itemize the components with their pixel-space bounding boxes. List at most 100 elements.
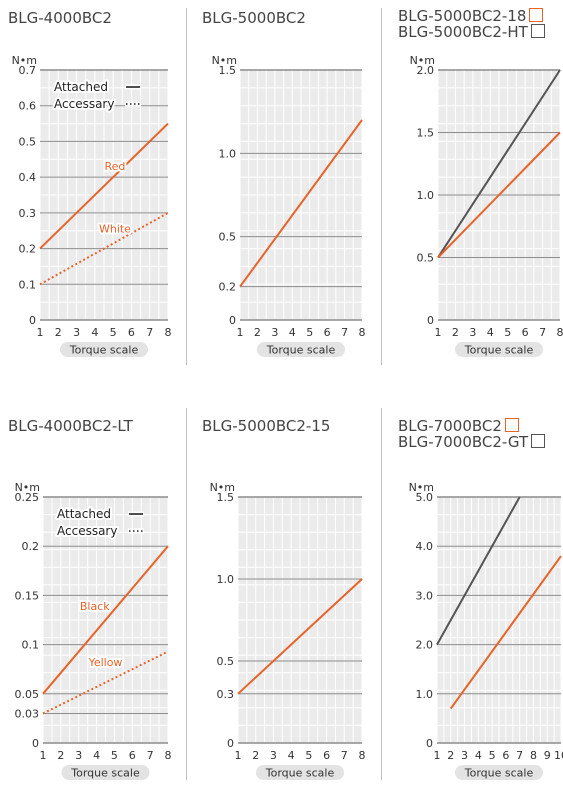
chart-title-text: BLG-7000BC2-GT: [398, 433, 529, 451]
y-tick-label: 0.4: [19, 171, 37, 184]
series-line: [42, 650, 169, 715]
y-tick-label: 0.05: [15, 688, 40, 701]
x-tick-label: 6: [129, 749, 136, 762]
y-axis-label: N•m: [212, 54, 237, 67]
x-tick-label: 1: [40, 749, 47, 762]
y-axis-label: N•m: [12, 54, 37, 67]
y-tick-label: 0.15: [15, 589, 40, 602]
y-axis-label: N•m: [409, 481, 434, 494]
legend-label: Attached: [54, 80, 108, 94]
y-tick-label: 2.0: [416, 639, 434, 652]
divider: [186, 8, 187, 365]
chart-title-line: BLG-5000BC2-HT: [398, 24, 545, 40]
y-tick-label: 0.5: [417, 252, 435, 265]
x-tick-label: 5: [306, 326, 313, 339]
series-line: [436, 496, 521, 646]
x-tick-label: 3: [461, 749, 468, 762]
divider: [186, 408, 187, 780]
x-tick-label: 2: [252, 749, 259, 762]
chart-title-text: BLG-7000BC2: [398, 417, 502, 435]
series-label-halo: Yellow: [88, 656, 123, 669]
x-tick-label: 2: [452, 326, 459, 339]
x-axis-label-pill: [61, 765, 150, 780]
chart-title: BLG-7000BC2 BLG-7000BC2-GT: [398, 418, 546, 451]
x-axis-label: Torque scale: [265, 767, 335, 780]
y-tick-label: 0.2: [219, 281, 237, 294]
x-tick-label: 7: [341, 326, 348, 339]
legend-box-icon: [531, 434, 546, 448]
y-tick-label: 5.0: [416, 491, 434, 504]
y-tick-label: 4.0: [416, 540, 434, 553]
legend-box-icon: [530, 24, 545, 38]
x-tick-label: 3: [270, 749, 277, 762]
divider: [381, 8, 382, 365]
x-axis-label-pill: [455, 342, 543, 357]
x-tick-label: 1: [435, 326, 442, 339]
x-tick-label: 4: [91, 326, 98, 339]
series-label: Yellow: [88, 656, 123, 669]
x-tick-label: 4: [475, 749, 482, 762]
x-tick-label: 7: [516, 749, 523, 762]
x-axis-label: Torque scale: [69, 344, 139, 357]
y-tick-label: 0.3: [217, 688, 235, 701]
x-tick-label: 1: [37, 326, 44, 339]
x-tick-label: 6: [522, 326, 529, 339]
x-tick-label: 5: [110, 326, 117, 339]
y-tick-label: 1.0: [417, 189, 435, 202]
x-tick-label: 5: [489, 749, 496, 762]
x-tick-label: 5: [504, 326, 511, 339]
chart-4: 0 0.03 0.05 0.1 0.15 0.2 0.25N•m 1 2 3 4 5 6 7 8 Torque…: [15, 481, 172, 780]
series-label-halo: Black: [80, 600, 110, 613]
x-axis-label-pill: [256, 765, 344, 780]
y-tick-label: 0: [32, 737, 39, 750]
x-tick-label: 6: [323, 749, 330, 762]
y-tick-label: 1.5: [417, 127, 435, 140]
series-line: [437, 131, 561, 259]
legend-label-halo: Accessary: [57, 524, 117, 538]
chart-title-line: BLG-7000BC2: [398, 418, 545, 434]
chart-title: BLG-4000BC2: [8, 9, 112, 27]
y-tick-label: 0.5: [219, 231, 237, 244]
series-line: [237, 578, 363, 695]
x-tick-label: 3: [75, 749, 82, 762]
x-tick-label: 6: [324, 326, 331, 339]
x-tick-label: 4: [93, 749, 100, 762]
x-axis-label: Torque scale: [266, 344, 336, 357]
x-tick-label: 8: [557, 326, 563, 339]
y-axis-label: N•m: [410, 54, 435, 67]
x-tick-label: 4: [289, 326, 296, 339]
x-tick-label: 7: [146, 326, 153, 339]
chart-title-line: BLG-5000BC2-18: [398, 8, 545, 24]
y-tick-label: 0.25: [15, 491, 40, 504]
y-tick-label: 0: [227, 737, 234, 750]
x-tick-label: 7: [539, 326, 546, 339]
series-line: [449, 555, 562, 710]
chart-1: 0 0.1 0.2 0.3 0.4 0.5 0.6 0.7N•m 1 2 3 4 5 6 7 8 Torque …: [12, 54, 172, 357]
series-line: [42, 545, 169, 695]
legend-box-icon: [504, 418, 519, 432]
y-tick-label: 1.0: [416, 688, 434, 701]
y-tick-label: 0.3: [19, 207, 37, 220]
y-tick-label: 0.1: [19, 278, 37, 291]
legend-label: Accessary: [57, 524, 117, 538]
x-tick-label: 7: [341, 749, 348, 762]
x-tick-label: 10: [554, 749, 563, 762]
x-tick-label: 8: [165, 326, 172, 339]
x-axis-label: Torque scale: [464, 767, 534, 780]
x-tick-label: 6: [128, 326, 135, 339]
chart-6: 0 1.0 2.0 3.0 4.0 5.0N•m 12345678910 Torque sca…: [409, 481, 563, 780]
x-tick-label: 1: [235, 749, 242, 762]
x-tick-label: 2: [55, 326, 62, 339]
y-tick-label: 0: [426, 737, 433, 750]
y-axis-label: N•m: [15, 481, 40, 494]
y-tick-label: 0: [29, 314, 36, 327]
y-tick-label: 2.0: [417, 64, 435, 77]
series-line: [39, 122, 169, 250]
chart-5: 0 0.3 0.5 1.0 1.5N•m 1 2 3 4 5 6 7 8 Torque scale: [210, 481, 366, 780]
chart-2: 0 0.2 0.5 1.0 1.5N•m 1 2 3 4 5 6 7 8 Torque scale: [212, 54, 366, 357]
chart-title: BLG-5000BC2-18 BLG-5000BC2-HT: [398, 8, 545, 40]
legend-label-halo: Attached: [57, 507, 111, 521]
x-tick-label: 2: [57, 749, 64, 762]
